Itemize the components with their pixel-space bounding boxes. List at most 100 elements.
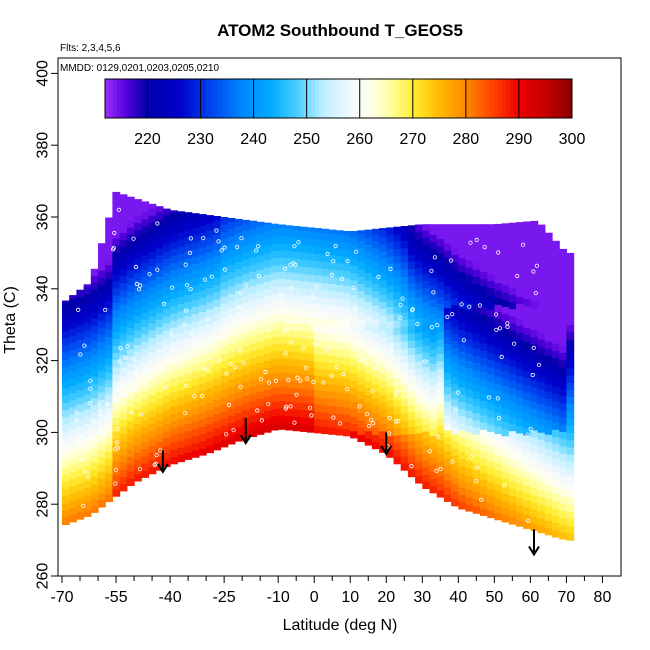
heat-cell — [465, 302, 474, 311]
heat-cell — [393, 399, 402, 407]
heat-cell — [487, 438, 495, 447]
heat-cell — [422, 280, 431, 288]
heat-cell — [487, 230, 495, 239]
heat-cell — [83, 458, 92, 467]
heat-cell — [148, 301, 157, 310]
heat-cell — [516, 282, 524, 290]
heat-cell — [112, 424, 121, 433]
heat-cell — [393, 442, 402, 450]
heat-cell — [155, 261, 164, 270]
heat-cell — [400, 376, 409, 385]
heat-cell — [458, 286, 467, 295]
heat-cell — [177, 382, 186, 391]
heat-cell — [479, 249, 488, 258]
heat-cell — [191, 406, 200, 415]
heat-cell — [213, 219, 222, 228]
heat-cell — [126, 198, 135, 206]
heat-cell — [443, 224, 452, 230]
heat-cell — [314, 267, 322, 276]
heat-cell — [126, 406, 135, 415]
heat-cell — [292, 279, 301, 288]
heat-cell — [198, 282, 207, 291]
heat-cell — [458, 293, 467, 302]
heat-cell — [112, 223, 121, 232]
heat-cell — [90, 289, 99, 298]
heat-cell — [198, 383, 207, 391]
heat-cell — [141, 326, 150, 335]
obs-point — [115, 426, 120, 431]
colorbar-segment — [552, 79, 557, 118]
heat-cell — [98, 499, 106, 508]
heat-cell — [523, 377, 531, 386]
heat-cell — [472, 226, 481, 234]
colorbar-segment — [128, 79, 133, 118]
heat-cell — [184, 409, 193, 417]
heat-cell — [487, 452, 495, 461]
heat-cell — [278, 228, 286, 236]
heat-cell — [552, 457, 560, 466]
heat-cell — [422, 251, 431, 260]
heat-cell — [328, 362, 337, 371]
heat-cell — [559, 359, 567, 368]
obs-point — [238, 384, 243, 389]
heat-cell — [98, 248, 106, 257]
heat-cell — [407, 419, 416, 427]
heat-cell — [429, 298, 438, 307]
heat-cell — [126, 478, 135, 486]
heat-cell — [516, 332, 524, 340]
heat-cell — [508, 222, 517, 231]
colorbar-segment — [513, 79, 518, 118]
heat-cell — [479, 357, 488, 366]
heat-cell — [523, 442, 531, 450]
heat-cell — [487, 345, 495, 353]
colorbar-segment — [420, 79, 425, 118]
colorbar-segment — [249, 79, 254, 118]
obs-point — [310, 325, 315, 330]
heat-cell — [393, 341, 402, 350]
obs-point — [239, 236, 244, 241]
heat-cell — [98, 363, 106, 372]
colorbar-segment — [350, 79, 355, 118]
heat-cell — [83, 372, 92, 381]
obs-point — [293, 326, 298, 331]
obs-point — [134, 281, 139, 287]
heat-cell — [155, 206, 164, 213]
heat-cell — [119, 253, 128, 262]
heat-cell — [407, 325, 416, 334]
heat-cell — [234, 254, 243, 263]
heat-cell — [508, 287, 517, 295]
heat-cell — [422, 224, 431, 231]
heat-cell — [112, 481, 121, 490]
heat-cell — [249, 278, 258, 287]
heat-cell — [227, 293, 236, 301]
obs-point — [133, 264, 138, 270]
heat-cell — [155, 369, 164, 378]
heat-cell — [278, 378, 286, 387]
heat-cell — [170, 291, 178, 300]
obs-point — [104, 402, 110, 407]
heat-cell — [191, 249, 200, 257]
heat-cell — [364, 236, 373, 245]
heat-cell — [177, 353, 186, 362]
heat-cell — [530, 343, 539, 352]
heat-cell — [552, 256, 560, 265]
heat-cell — [343, 335, 351, 343]
obs-point — [286, 377, 291, 383]
heat-cell — [386, 342, 395, 351]
heat-cell — [314, 231, 322, 240]
heat-cell — [566, 504, 575, 512]
heat-cell — [451, 455, 459, 464]
heat-cell — [487, 309, 495, 318]
heat-cell — [98, 255, 106, 264]
obs-point — [189, 331, 194, 337]
colorbar-segment — [303, 79, 308, 118]
heat-cell — [278, 364, 286, 373]
heat-cell — [494, 225, 503, 234]
heat-cell — [508, 236, 517, 245]
heat-cell — [479, 378, 488, 387]
heat-cell — [371, 233, 380, 241]
heat-cell — [415, 303, 423, 312]
heat-cell — [112, 352, 121, 361]
heat-cell — [516, 411, 524, 419]
